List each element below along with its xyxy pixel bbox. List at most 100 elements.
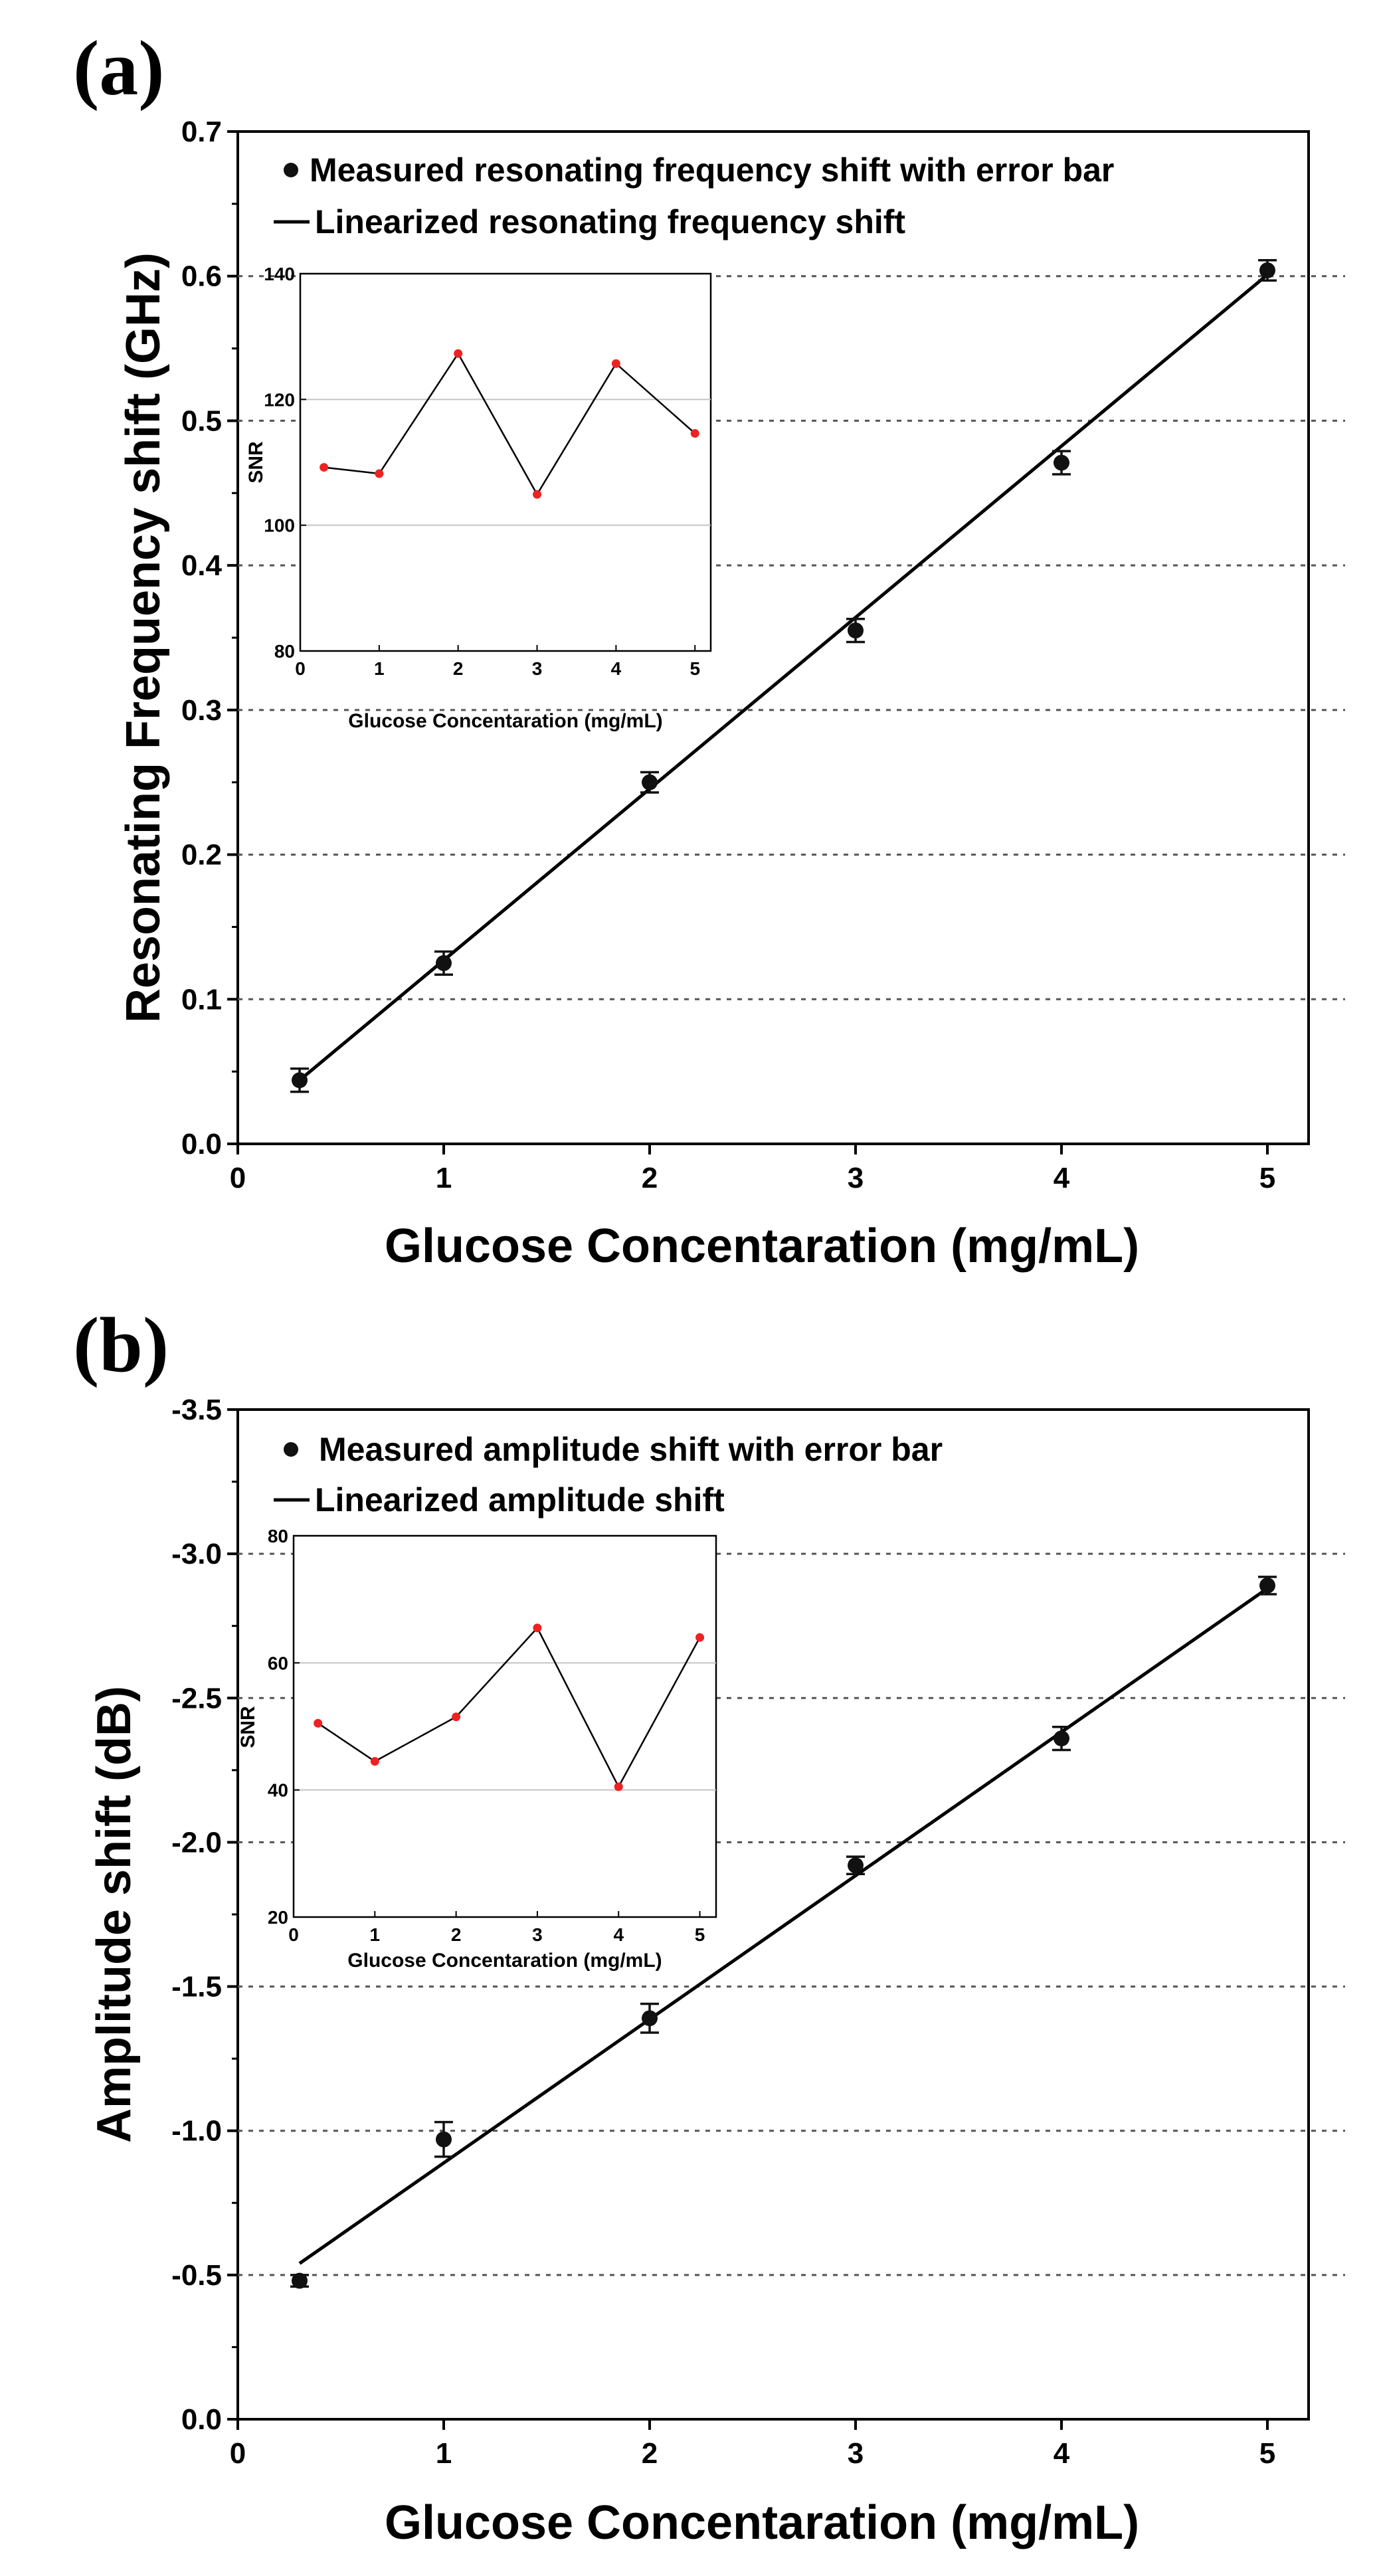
panel-a-inset-snr-point-1 bbox=[375, 469, 384, 478]
panel-b-inset-x-tick-label-0: 0 bbox=[288, 1924, 299, 1945]
panel-a-y-tick-label-0: 0.0 bbox=[181, 1128, 222, 1160]
panel-a-inset-x-ticks: 0 1 2 3 4 5 bbox=[295, 645, 700, 679]
panel-a-y-tick-label-7: 0.7 bbox=[181, 116, 222, 148]
panel-a-data-point-0 bbox=[292, 1072, 308, 1089]
panel-b-y-tick-label-4: -2.0 bbox=[171, 1826, 222, 1859]
panel-b-inset-y-tick-label-0: 20 bbox=[268, 1907, 288, 1928]
panel-b-data-point-5 bbox=[1259, 1577, 1275, 1594]
panel-b-data-point-0 bbox=[292, 2272, 308, 2289]
panel-a-y-ticks: 0.0 0.1 0.2 0.3 0.4 0.5 0.6 0.7 bbox=[181, 116, 238, 1160]
panel-a-fit-line-group bbox=[298, 273, 1269, 1082]
panel-b-inset-y-tick-label-3: 80 bbox=[268, 1526, 288, 1546]
panel-b-y-tick-label-2: -1.0 bbox=[171, 2115, 222, 2148]
panel-b-legend-linearized: Linearized amplitude shift bbox=[315, 1481, 725, 1518]
panel-b-inset-x-ticks: 0 1 2 3 4 5 bbox=[288, 1911, 705, 1945]
panel-b-x-tick-label-1: 1 bbox=[436, 2437, 452, 2470]
panel-a-inset-x-tick-label-2: 2 bbox=[453, 658, 464, 679]
panel-a-fit-line bbox=[298, 273, 1269, 1082]
panel-a-legend-linearized: Linearized resonating frequency shift bbox=[315, 203, 905, 240]
panel-b-inset-x-tick-label-2: 2 bbox=[451, 1924, 462, 1945]
panel-a-inset-snr-line bbox=[323, 351, 696, 496]
panel-a-x-axis-title: Glucose Concentaration (mg/mL) bbox=[385, 1220, 1139, 1273]
panel-a-inset-x-tick-label-5: 5 bbox=[689, 658, 700, 679]
panel-a-y-tick-label-3: 0.3 bbox=[181, 694, 222, 727]
panel-a-legend-marker bbox=[284, 163, 298, 177]
panel-b-inset-snr-point-5 bbox=[695, 1633, 705, 1642]
panel-b-x-tick-label-0: 0 bbox=[230, 2437, 246, 2470]
panel-b-x-tick-label-3: 3 bbox=[848, 2437, 864, 2470]
panel-a-inset-x-tick-label-4: 4 bbox=[611, 658, 622, 679]
panel-b: (b) 0 1 2 3 4 5 0.0 -0.5 -1.0 -1.5 -2.0 -2.5 -3.0 -3… bbox=[73, 1301, 1345, 2549]
panel-b-inset-y-ticks: 20 40 60 80 bbox=[268, 1526, 300, 1928]
panel-a-points bbox=[290, 259, 1277, 1093]
panel-b-inset-snr-point-3 bbox=[533, 1623, 542, 1633]
panel-b-y-tick-label-5: -2.5 bbox=[171, 1682, 222, 1714]
panel-a-inset-snr-point-3 bbox=[533, 490, 542, 499]
panel-a-inset: 0 1 2 3 4 5 80 100 120 140 Glucose Concentaratio… bbox=[245, 264, 712, 732]
panel-a-y-tick-label-1: 0.1 bbox=[181, 983, 222, 1016]
panel-a-inset-snr-point-0 bbox=[320, 463, 329, 472]
panel-b-x-tick-label-5: 5 bbox=[1259, 2437, 1275, 2470]
panel-b-x-axis-title: Glucose Concentaration (mg/mL) bbox=[385, 2496, 1139, 2549]
panel-a-x-tick-label-2: 2 bbox=[642, 1162, 658, 1194]
panel-b-x-tick-label-4: 4 bbox=[1054, 2437, 1070, 2470]
panel-b-inset-y-title: SNR bbox=[237, 1706, 259, 1748]
panel-b-inset-snr-point-0 bbox=[314, 1718, 323, 1728]
panel-a-inset-line-group bbox=[323, 351, 696, 496]
panel-a-y-tick-label-6: 0.6 bbox=[181, 260, 222, 293]
panel-b-y-tick-label-0: 0.0 bbox=[181, 2403, 222, 2436]
panel-a-data-point-4 bbox=[1054, 454, 1069, 471]
panel-a-inset-y-ticks: 80 100 120 140 bbox=[264, 264, 306, 662]
panel-a-inset-y-title: SNR bbox=[245, 441, 267, 484]
panel-b-y-tick-label-6: -3.0 bbox=[171, 1538, 222, 1570]
panel-a-inset-x-tick-label-3: 3 bbox=[532, 658, 543, 679]
panel-a-x-tick-label-0: 0 bbox=[230, 1162, 246, 1194]
panel-a-inset-snr-point-4 bbox=[611, 359, 620, 368]
panel-b-fit-line-group bbox=[298, 1587, 1269, 2265]
panel-a-inset-y-tick-label-1: 100 bbox=[264, 515, 295, 536]
panel-a: (a) 0 1 2 3 4 5 0.0 0.1 0.2 0.3 0.4 0.5 0.6 0.7 Meas… bbox=[73, 25, 1345, 1273]
panel-b-data-point-2 bbox=[642, 2010, 658, 2027]
panel-b-x-tick-label-2: 2 bbox=[642, 2437, 658, 2470]
panel-a-y-tick-label-5: 0.5 bbox=[181, 405, 222, 437]
panel-b-inset-snr-point-1 bbox=[370, 1757, 379, 1766]
panel-b-inset-snr-point-4 bbox=[614, 1782, 623, 1792]
panel-b-inset: 0 1 2 3 4 5 20 40 60 80 Glucose Concentaration (… bbox=[237, 1526, 717, 1972]
panel-b-y-ticks: 0.0 -0.5 -1.0 -1.5 -2.0 -2.5 -3.0 -3.5 bbox=[171, 1394, 238, 2436]
panel-b-y-axis-title: Amplitude shift (dB) bbox=[88, 1686, 141, 2143]
panel-a-data-point-2 bbox=[642, 774, 658, 790]
panel-a-inset-y-tick-label-2: 120 bbox=[264, 389, 295, 410]
panel-b-legend: Measured amplitude shift with error bar … bbox=[274, 1431, 943, 1518]
panel-a-legend: Measured resonating frequency shift with… bbox=[274, 151, 1114, 240]
panel-a-y-tick-label-4: 0.4 bbox=[181, 549, 223, 582]
panel-b-label: (b) bbox=[73, 1301, 169, 1388]
panel-b-y-tick-label-3: -1.5 bbox=[171, 1971, 222, 2003]
panel-b-inset-line-group bbox=[317, 1626, 701, 1789]
panel-a-inset-x-title: Glucose Concentaration (mg/mL) bbox=[348, 710, 662, 732]
panel-b-inset-x-title: Glucose Concentaration (mg/mL) bbox=[347, 1950, 662, 1972]
panel-b-inset-x-tick-label-1: 1 bbox=[370, 1924, 381, 1945]
panel-b-inset-x-tick-label-3: 3 bbox=[532, 1924, 543, 1945]
panel-a-data-point-1 bbox=[436, 955, 452, 971]
panel-a-inset-x-tick-label-0: 0 bbox=[295, 658, 306, 679]
panel-a-x-tick-label-3: 3 bbox=[848, 1162, 864, 1194]
panel-a-x-ticks: 0 1 2 3 4 5 bbox=[230, 1144, 1275, 1194]
panel-a-x-tick-label-4: 4 bbox=[1054, 1162, 1070, 1194]
panel-b-legend-measured: Measured amplitude shift with error bar bbox=[319, 1431, 943, 1468]
panel-b-inset-x-tick-label-5: 5 bbox=[695, 1924, 705, 1945]
panel-a-inset-y-tick-label-0: 80 bbox=[274, 641, 295, 662]
panel-b-inset-y-tick-label-1: 40 bbox=[268, 1780, 288, 1801]
panel-b-inset-points bbox=[314, 1623, 705, 1792]
panel-b-x-ticks: 0 1 2 3 4 5 bbox=[230, 2419, 1275, 2470]
panel-b-data-point-1 bbox=[436, 2131, 452, 2148]
panel-a-y-tick-label-2: 0.2 bbox=[181, 839, 222, 872]
panel-a-inset-frame bbox=[299, 272, 712, 652]
panel-a-inset-y-tick-label-3: 140 bbox=[264, 264, 295, 284]
panel-b-inset-frame bbox=[292, 1534, 717, 1918]
panel-a-data-point-5 bbox=[1259, 262, 1275, 279]
panel-b-y-tick-label-7: -3.5 bbox=[171, 1394, 222, 1426]
panel-a-label: (a) bbox=[73, 25, 165, 112]
panel-a-legend-measured: Measured resonating frequency shift with… bbox=[310, 151, 1114, 189]
panel-a-inset-x-tick-label-1: 1 bbox=[374, 658, 385, 679]
